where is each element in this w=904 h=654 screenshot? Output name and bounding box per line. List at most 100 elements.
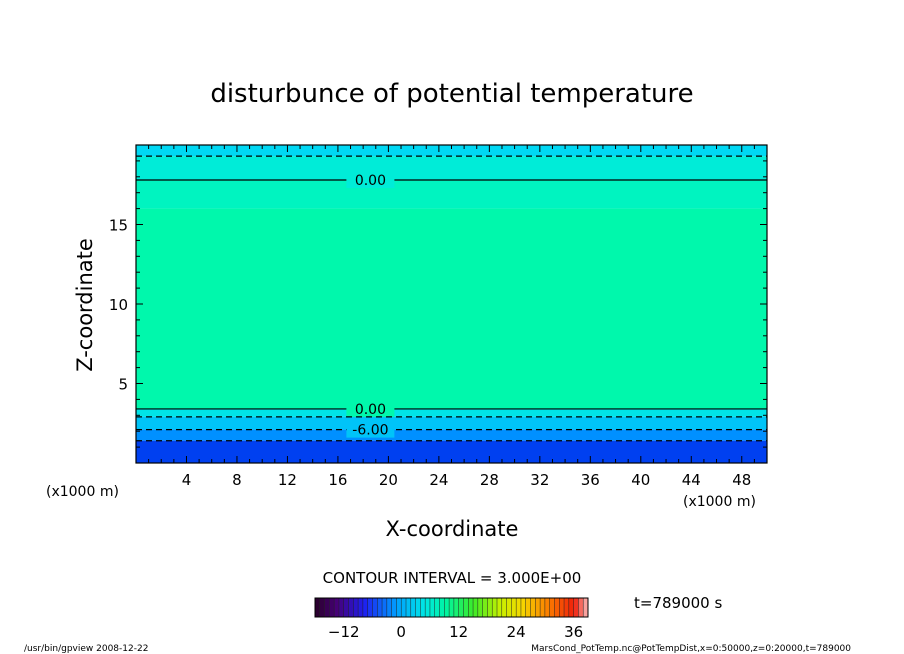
y-tick-label: 5 <box>118 376 128 394</box>
colorbar-cell <box>324 598 330 617</box>
colorbar-cell <box>319 598 325 617</box>
x-tick-label: 44 <box>682 471 701 489</box>
colorbar-cell <box>473 598 479 617</box>
contour-label-bg-1 <box>346 399 395 417</box>
colorbar-cell <box>449 598 455 617</box>
x-tick-label: 36 <box>581 471 600 489</box>
colorbar-cell <box>544 598 550 617</box>
colorbar-cell <box>540 598 546 617</box>
colorbar-cell <box>425 598 431 617</box>
contour-layer: 0.00 0.00 -6.00 <box>136 155 767 442</box>
field-band-3 <box>136 208 767 409</box>
colorbar-cell <box>535 598 541 617</box>
colorbar-cell <box>348 598 354 617</box>
contour-label-0: 0.00 <box>355 173 386 189</box>
colorbar <box>314 597 589 618</box>
colorbar-cell <box>564 598 570 617</box>
colorbar-cell <box>391 598 397 617</box>
colorbar-cell <box>511 598 517 617</box>
colorbar-cell <box>520 598 527 617</box>
colorbar-cell <box>463 598 469 617</box>
y-unit-label: (x1000 m) <box>46 484 119 500</box>
y-axis-label: Z-coordinate <box>73 238 97 372</box>
y-axis: 5 10 15 <box>109 160 767 448</box>
colorbar-cell <box>410 598 416 617</box>
colorbar-cell <box>559 598 565 617</box>
contour-interval: CONTOUR INTERVAL = 3.000E+00 <box>323 569 582 587</box>
colorbar-tick-label: 0 <box>396 623 406 641</box>
x-unit-label: (x1000 m) <box>683 494 756 510</box>
colorbar-cell <box>377 598 383 617</box>
colorbar-cell <box>516 598 522 617</box>
colorbar-cell <box>497 598 503 617</box>
contour-label-1: 0.00 <box>355 402 386 418</box>
x-tick-label: 8 <box>232 471 242 489</box>
field-band-2 <box>136 179 767 209</box>
field-band-5 <box>136 416 767 430</box>
field-band-1 <box>136 156 767 180</box>
colorbar-cell <box>334 598 340 617</box>
x-tick-label: 16 <box>328 471 347 489</box>
colorbar-tick-label: 24 <box>507 623 526 641</box>
colorbar-cell <box>453 598 459 617</box>
colorbar-cell <box>444 598 450 617</box>
y-tick-label: 10 <box>109 296 128 314</box>
contour-label-3: -6.00 <box>352 423 388 439</box>
colorbar-cell <box>554 598 560 617</box>
footer-left: /usr/bin/gpview 2008-12-22 <box>24 644 148 654</box>
x-tick-label: 20 <box>379 471 398 489</box>
colorbar-tick-label: 12 <box>449 623 468 641</box>
colorbar-cell <box>386 598 392 617</box>
field-band-4 <box>136 408 767 417</box>
field-band-7 <box>136 440 767 463</box>
field-band-6 <box>136 429 767 441</box>
colorbar-cell <box>358 598 364 617</box>
colorbar-cell <box>573 598 579 617</box>
x-tick-label: 24 <box>429 471 448 489</box>
colorbar-cell <box>353 598 359 617</box>
colorbar-cell <box>343 598 349 617</box>
colorbar-cell <box>506 598 512 617</box>
colorbar-cell <box>487 598 493 617</box>
colorbar-cell <box>338 598 345 617</box>
colorbar-cell <box>578 598 584 617</box>
x-tick-label: 4 <box>182 471 192 489</box>
colorbar-cell <box>525 598 531 617</box>
colorbar-cell <box>501 598 507 617</box>
field-layer <box>136 145 767 463</box>
colorbar-ticks: −12 0 12 24 36 <box>328 623 583 641</box>
colorbar-cell <box>372 598 378 617</box>
field-band-0 <box>136 145 767 157</box>
colorbar-cell <box>315 598 321 617</box>
x-tick-label: 48 <box>732 471 751 489</box>
colorbar-cell <box>439 598 445 617</box>
colorbar-cell <box>406 598 412 617</box>
x-axis-label: X-coordinate <box>386 517 519 541</box>
colorbar-cell <box>420 598 426 617</box>
colorbar-tick-label: 36 <box>564 623 583 641</box>
colorbar-frame <box>314 597 589 618</box>
chart-title: disturbunce of potential temperature <box>210 79 693 109</box>
footer-right: MarsCond_PotTemp.nc@PotTempDist,x=0:5000… <box>531 644 851 654</box>
colorbar-cell <box>482 598 488 617</box>
colorbar-cell <box>568 598 574 617</box>
colorbar-cell <box>367 598 373 617</box>
colorbar-cell <box>434 598 440 617</box>
time-label: t=789000 s <box>634 594 722 612</box>
contour-label-bg-3 <box>346 420 395 438</box>
colorbar-cell <box>477 598 483 617</box>
colorbar-cell <box>468 598 474 617</box>
colorbar-cell <box>549 598 555 617</box>
x-tick-label: 28 <box>480 471 499 489</box>
colorbar-cell <box>415 598 421 617</box>
colorbar-cell <box>396 598 402 617</box>
contour-label-bg-0 <box>346 170 395 188</box>
colorbar-cell <box>382 598 388 617</box>
colorbar-cell <box>429 598 436 617</box>
colorbar-cell <box>583 598 589 617</box>
colorbar-cell <box>530 598 536 617</box>
x-tick-label: 40 <box>631 471 650 489</box>
colorbar-cell <box>329 598 335 617</box>
x-axis: 4 8 12 16 20 24 28 32 36 40 44 48 <box>148 145 755 489</box>
